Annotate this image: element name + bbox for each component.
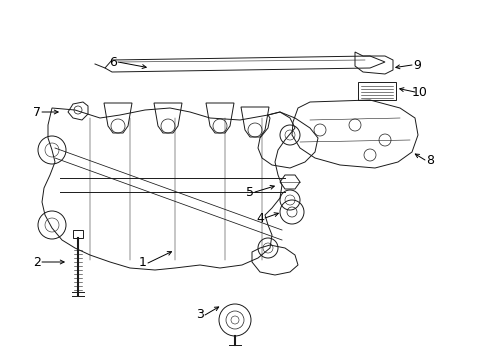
Text: 3: 3 [196,309,203,321]
Text: 5: 5 [245,185,253,198]
Text: 9: 9 [412,59,420,72]
Text: 7: 7 [33,105,41,118]
Text: 4: 4 [256,212,264,225]
Text: 8: 8 [425,153,433,166]
Bar [357,82,395,100]
Text: 10: 10 [411,86,427,99]
Text: 6: 6 [109,55,117,68]
Text: 1: 1 [139,256,146,270]
Bar [73,230,83,238]
Text: 2: 2 [33,256,41,269]
